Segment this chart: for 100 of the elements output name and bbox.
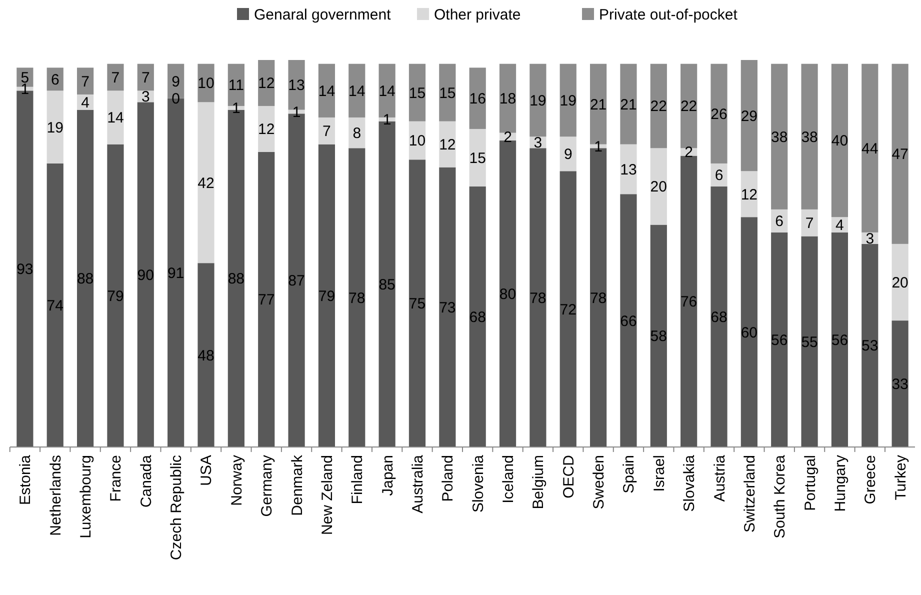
x-tick-label: Switzerland [741,455,758,533]
data-label: 12 [258,75,275,92]
data-label: 44 [862,140,878,158]
x-tick-label: Turkey [892,454,910,500]
bar [258,106,275,152]
data-label: 10 [408,132,426,150]
bar [198,102,214,264]
bar [107,64,124,91]
bar [348,64,366,118]
data-label: 7 [805,215,814,232]
data-label: 79 [318,288,336,305]
bar [740,171,758,218]
x-tick-label: South Korea [772,454,789,538]
data-label: 74 [46,297,64,314]
data-label: 22 [680,98,698,116]
bar [348,148,366,447]
x-tick-label: Spain [620,455,638,494]
x-tick-label: Finland [349,455,366,504]
bar [801,236,818,447]
x-tick-label: France [108,455,125,502]
x-tick-label: Poland [440,455,457,502]
bar [771,64,788,210]
data-label: 56 [771,332,788,349]
x-tick-label: Israel [650,455,668,492]
bar [862,64,878,232]
data-label: 33 [892,376,908,394]
x-tick-label: Portugal [802,455,819,511]
data-label: 14 [348,82,366,100]
data-label: 14 [378,82,396,100]
bar [892,320,908,447]
x-tick-label: Netherlands [47,455,64,536]
x-tick-label: Norway [228,454,246,506]
x-tick-label: Slovenia [470,454,487,513]
bar [620,64,637,144]
bar [137,64,154,91]
x-tick-label: Denmark [288,454,306,516]
data-label: 56 [831,332,848,349]
bar [258,152,275,447]
data-label: 7 [141,69,150,86]
x-tick-label: Belgium [530,455,548,510]
bar [680,64,698,148]
data-label: 73 [439,299,456,316]
x-tick-label: Austria [711,454,728,502]
data-label: 38 [771,128,788,146]
data-label: 20 [650,178,667,196]
bar [408,160,426,447]
data-label: 6 [50,71,60,88]
data-label: 22 [650,98,667,116]
data-label: 21 [620,96,637,114]
data-label: 4 [836,217,844,234]
x-tick-label: USA [198,455,216,486]
bar [892,64,908,244]
data-label: 13 [288,77,305,94]
data-label: 12 [740,186,758,204]
bar [560,171,576,447]
data-label: 48 [198,347,214,364]
data-label: 75 [408,296,426,313]
x-tick-label: Luxembourg [78,455,95,538]
data-label: 26 [710,106,728,123]
data-label: 90 [137,266,154,284]
bar [862,244,878,447]
legend-label: Other private [434,6,521,24]
bar [439,167,456,447]
data-label: 55 [801,334,818,351]
bar [831,232,848,447]
bar [198,263,214,447]
data-label: 7 [322,123,331,140]
data-label: 77 [258,292,275,309]
data-label: 76 [680,294,698,311]
data-label: 18 [499,90,516,108]
bar [107,144,124,447]
legend-label: Private out-of-pocket [599,6,738,24]
bar [710,163,728,186]
data-label: 15 [408,84,426,102]
data-label: 85 [378,276,396,294]
bar [469,186,486,447]
bar [740,60,758,172]
x-tick-label: Hungary [832,454,849,512]
bar [318,117,336,144]
data-label: 11 [228,77,244,94]
data-label: 15 [439,84,456,102]
bar [439,121,456,168]
x-tick-label: Japan [379,455,396,496]
data-label: 38 [801,128,818,146]
x-tick-label: Czech Republic [168,454,186,560]
x-tick-label: Estonia [17,454,34,506]
data-label: 3 [534,134,542,152]
data-label: 10 [198,75,214,92]
data-label: 40 [831,132,848,150]
bar [710,64,728,164]
data-label: 60 [740,324,758,342]
data-label: 72 [560,301,576,318]
data-label: 80 [499,286,516,303]
data-label: 93 [16,261,34,278]
data-label: 66 [620,312,637,330]
bar [560,64,576,137]
bar [801,64,818,210]
bar [499,140,516,447]
data-label: 53 [862,338,878,355]
data-label: 12 [439,136,456,154]
